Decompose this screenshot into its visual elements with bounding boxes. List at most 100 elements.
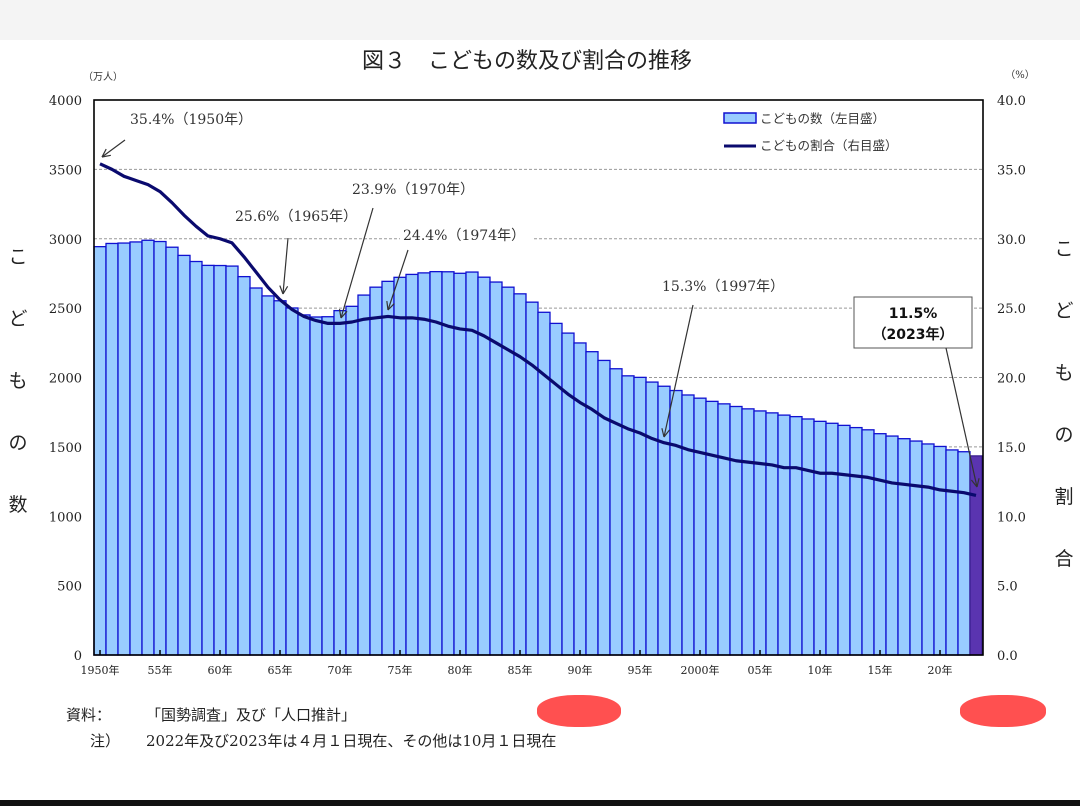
bar-1991 — [585, 351, 599, 656]
x-tick-label: 95年 — [628, 663, 653, 677]
x-tick-label: 90年 — [568, 663, 593, 677]
arrowhead — [101, 148, 107, 158]
x-tick-label: 75年 — [388, 663, 413, 677]
bar-2010 — [813, 420, 827, 656]
x-tick-label: 15年 — [868, 663, 893, 677]
bar-2020 — [933, 445, 947, 656]
bottom-band — [0, 800, 1080, 806]
bar-2015 — [873, 433, 887, 656]
bar-1992 — [597, 359, 611, 656]
chart-title: 図３ こどもの数及び割合の推移 — [362, 49, 692, 74]
bar-1979 — [441, 271, 455, 656]
bar-1956 — [165, 246, 179, 656]
note-label: 注） — [90, 732, 121, 750]
x-tick-label: 85年 — [508, 663, 533, 677]
bar-1957 — [177, 254, 191, 656]
bar-1967 — [297, 314, 311, 656]
arrowhead — [661, 428, 665, 438]
bar-2011 — [825, 422, 839, 656]
right-tick-label: 15.0 — [997, 441, 1026, 456]
bar-1978 — [429, 270, 443, 656]
bar-2014 — [861, 429, 875, 656]
annotation-box — [853, 296, 973, 349]
bar-1952 — [117, 242, 131, 656]
annotation-bg — [349, 179, 481, 198]
bar-1964 — [261, 295, 275, 656]
x-tick-label: 2000年 — [681, 663, 720, 677]
left-axis-title: こどもの数 — [8, 246, 28, 516]
bar-2005 — [753, 410, 767, 656]
bar-1966 — [285, 307, 299, 656]
bar-2006 — [765, 412, 779, 656]
arrowhead — [387, 303, 395, 311]
bar-1963 — [249, 287, 263, 656]
annotation-bg — [659, 276, 791, 295]
bar-1988 — [549, 322, 563, 656]
left-tick-label: 1000 — [49, 510, 82, 525]
bar-2001 — [705, 400, 719, 656]
bar-2002 — [717, 403, 731, 656]
left-tick-label: 2500 — [49, 302, 82, 317]
x-tick-label: 55年 — [148, 663, 173, 677]
annotation-label: 11.5% — [889, 306, 938, 322]
bar-1950 — [93, 246, 107, 656]
bar-2004 — [741, 408, 755, 656]
bar-1965 — [273, 300, 287, 656]
annotation-arrow — [282, 237, 289, 295]
bar-2012 — [837, 424, 851, 656]
arrowhead — [976, 478, 980, 488]
bar-1959 — [201, 264, 215, 656]
redaction-mark — [960, 695, 1046, 727]
left-tick-label: 3500 — [49, 163, 82, 178]
bar-1961 — [225, 265, 239, 656]
source-label: 資料： — [66, 706, 112, 724]
right-tick-label: 10.0 — [997, 510, 1026, 525]
legend-swatch-bar — [723, 112, 757, 124]
right-tick-label: 30.0 — [997, 233, 1026, 248]
ratio-line — [99, 162, 977, 497]
annotation-bg — [400, 225, 532, 244]
bar-1977 — [417, 272, 431, 656]
bar-1968 — [309, 316, 323, 656]
bar-1989 — [561, 332, 575, 656]
bar-2003 — [729, 405, 743, 656]
annotation-label: 15.3%（1997年） — [662, 279, 784, 295]
x-tick-label: 60年 — [208, 663, 233, 677]
right-tick-label: 40.0 — [997, 94, 1026, 109]
annotation-bg — [127, 109, 259, 128]
left-tick-label: 3000 — [49, 233, 82, 248]
bar-1976 — [405, 273, 419, 656]
bar-2016 — [885, 435, 899, 656]
arrowhead — [101, 154, 111, 158]
bar-1953 — [129, 241, 143, 656]
left-tick-label: 1500 — [49, 441, 82, 456]
bar-2013 — [849, 426, 863, 656]
left-tick-label: 0 — [74, 649, 82, 664]
annotation-arrow — [340, 207, 374, 319]
bar-1970 — [333, 309, 347, 656]
bar-1955 — [153, 240, 167, 656]
left-axis-unit: （万人） — [83, 71, 123, 83]
left-tick-label: 4000 — [49, 94, 82, 109]
top-band — [0, 0, 1080, 40]
bar-1983 — [489, 281, 503, 656]
bar-1969 — [321, 316, 335, 656]
x-tick-label: 05年 — [748, 663, 773, 677]
bar-1990 — [573, 342, 587, 656]
bar-2000 — [693, 397, 707, 656]
bar-2019 — [921, 443, 935, 656]
note-text: 2022年及び2023年は４月１日現在、その他は10月１日現在 — [146, 732, 557, 750]
arrowhead — [663, 429, 671, 438]
bar-1951 — [105, 242, 119, 656]
arrowhead — [282, 285, 289, 295]
bar-1998 — [669, 389, 683, 656]
annotation-arrow — [663, 304, 694, 438]
arrowhead — [340, 310, 348, 319]
bar-1962 — [237, 275, 251, 656]
right-axis-unit: （%） — [1005, 69, 1035, 81]
annotation-label: （2023年） — [873, 326, 954, 343]
x-tick-label: 1950年 — [81, 663, 120, 677]
bar-2017 — [897, 438, 911, 656]
left-tick-label: 2000 — [49, 372, 82, 387]
